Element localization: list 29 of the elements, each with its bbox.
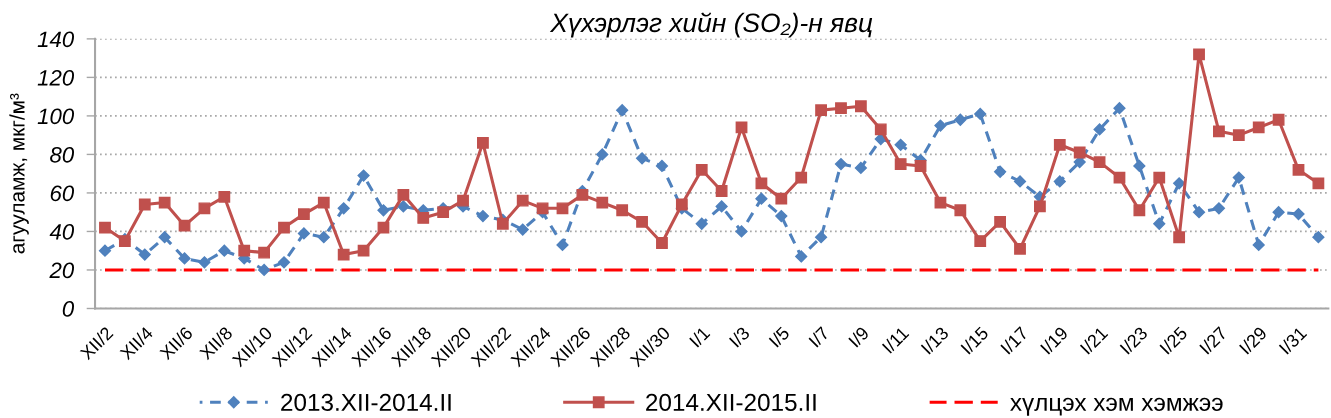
y-tick-label: 40 xyxy=(49,223,75,240)
x-tick-label: I/5 xyxy=(768,325,791,348)
x-tick-label: I/23 xyxy=(1119,325,1149,355)
x-tick-label: I/11 xyxy=(881,325,910,354)
x-tick-label: I/1 xyxy=(688,325,711,348)
y-tick-label: 0 xyxy=(62,301,75,317)
x-tick-label: I/17 xyxy=(999,325,1029,355)
legend-label: 2013.XII-2014.II xyxy=(281,393,451,411)
y-axis-title: агууламж, мкг/м³ xyxy=(9,93,29,254)
x-tick-label: I/29 xyxy=(1238,325,1268,355)
x-tick-label: I/31 xyxy=(1278,325,1308,355)
y-tick-label: 20 xyxy=(49,262,75,279)
x-tick-label: I/13 xyxy=(920,325,950,355)
x-tick-label: I/7 xyxy=(808,325,830,348)
x-tick-label: I/25 xyxy=(1159,325,1188,355)
x-tick-label: I/3 xyxy=(728,325,751,348)
y-tick-label: 80 xyxy=(50,146,75,163)
x-tick-label: I/21 xyxy=(1079,325,1109,355)
legend-label: хүлцэх хэм хэмжээ xyxy=(1010,397,1223,416)
y-tick-label: 100 xyxy=(37,108,75,125)
x-tick-label: I/9 xyxy=(847,325,870,348)
y-tick-label: 120 xyxy=(37,69,75,86)
chart-title: Хүхэрлэг хийн (SO₂)-н явц xyxy=(549,12,873,38)
y-tick-label: 140 xyxy=(37,31,75,48)
x-tick-label: I/27 xyxy=(1198,325,1228,355)
x-tick-label: I/15 xyxy=(960,325,990,355)
legend-label: 2014.XII-2015.II xyxy=(646,393,816,411)
y-tick-label: 60 xyxy=(50,185,75,202)
x-tick-label: I/19 xyxy=(1039,325,1069,355)
